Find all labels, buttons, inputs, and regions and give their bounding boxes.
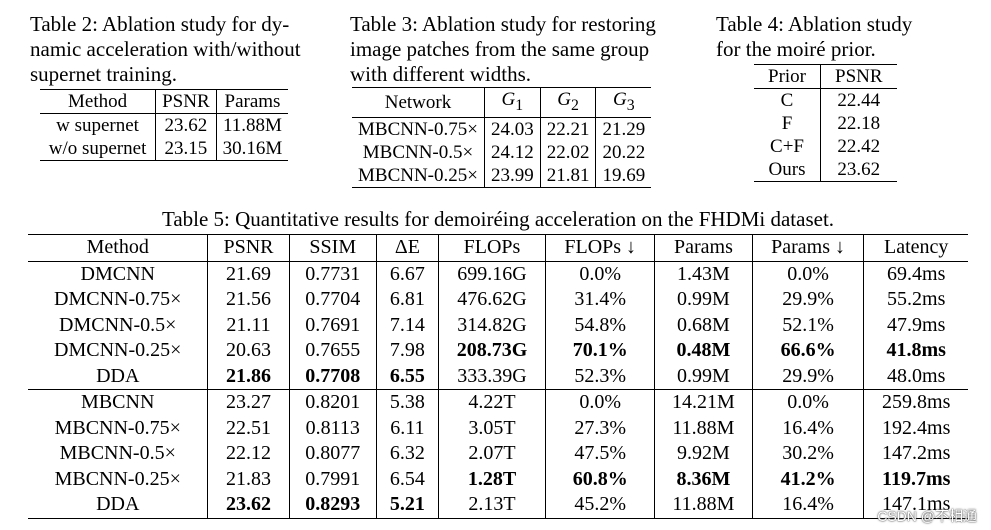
table-row: C+F 22.42 xyxy=(754,135,897,158)
table-row: DDA 23.62 0.8293 5.21 2.13T 45.2% 11.88M 16.4% 1… xyxy=(28,492,968,519)
table-row: Ours 23.62 xyxy=(754,158,897,182)
table4: Prior PSNR C 22.44 F 22.18 C+F 22.42 Our… xyxy=(754,64,897,182)
table-row: MBCNN-0.25× 23.99 21.81 19.69 xyxy=(352,163,652,188)
table2-caption: Table 2: Ablation study for dy- namic ac… xyxy=(30,12,301,86)
table3-header-g2: G2 xyxy=(540,87,597,118)
table3-header-g3: G3 xyxy=(595,87,652,118)
table-row: w supernet 23.62 11.88M xyxy=(40,113,288,137)
table-row: MBCNN-0.75× 24.03 22.21 21.29 xyxy=(352,117,651,141)
table5-caption: Table 5: Quantitative results for demoir… xyxy=(161,207,835,231)
table5-header-latency: Latency xyxy=(863,234,968,262)
table4-header-psnr: PSNR xyxy=(820,64,897,89)
table-row: MBCNN-0.25× 21.83 0.7991 6.54 1.28T 60.8% 8.36… xyxy=(28,466,968,492)
table-row: DMCNN 21.69 0.7731 6.67 699.16G 0.0% 1.43M 0.0%… xyxy=(28,261,968,287)
table5-header-delta-e: ΔE xyxy=(376,234,439,262)
table5-header-psnr: PSNR xyxy=(207,234,290,262)
table-row: MBCNN-0.5× 24.12 22.02 20.22 xyxy=(352,140,651,164)
table-row: DMCNN-0.25× 20.63 0.7655 7.98 208.73G 70.1% 0.… xyxy=(28,338,968,364)
table5-header-params-reduction: Params ↓ xyxy=(752,234,865,262)
table-row: DDA 21.86 0.7708 6.55 333.39G 52.3% 0.99M 29.9%… xyxy=(28,363,968,390)
table5-header-flops: FLOPs xyxy=(438,234,547,262)
table3-caption: Table 3: Ablation study for restoring im… xyxy=(350,12,656,86)
table2: Method PSNR Params w supernet 23.62 11.8… xyxy=(40,89,289,161)
table3-header-g1: G1 xyxy=(484,87,541,118)
table5-header-params: Params xyxy=(654,234,753,262)
table4-caption: Table 4: Ablation study for the moiré pr… xyxy=(716,12,913,61)
table2-header-method: Method xyxy=(40,89,157,114)
table4-block: Table 4: Ablation study for the moiré pr… xyxy=(716,12,976,182)
watermark: CSDN @不相通 xyxy=(877,508,977,524)
table-row: F 22.18 xyxy=(754,112,897,135)
table-row: w/o supernet 23.15 30.16M xyxy=(40,137,289,161)
table-row: DMCNN-0.5× 21.11 0.7691 7.14 314.82G 54.8% 0.6… xyxy=(28,312,968,338)
table2-block: Table 2: Ablation study for dy- namic ac… xyxy=(30,12,340,161)
table-row: C 22.44 xyxy=(754,88,897,112)
table4-header-prior: Prior xyxy=(754,64,821,89)
table-row: MBCNN 23.27 0.8201 5.38 4.22T 0.0% 14.21M 0.0% 2… xyxy=(28,389,968,416)
table5-block: Table 5: Quantitative results for demoir… xyxy=(28,207,968,519)
table5-header-flops-reduction: FLOPs ↓ xyxy=(545,234,656,262)
table-row: DMCNN-0.75× 21.56 0.7704 6.81 476.62G 31.4% 0.… xyxy=(28,287,968,313)
table5: Method PSNR SSIM ΔE FLOPs FLOPs ↓ Params Params… xyxy=(28,234,968,519)
table3-header-network: Network xyxy=(352,87,485,118)
table5-header-ssim: SSIM xyxy=(289,234,378,262)
table3: Network G1 G2 G3 MBCNN-0.75× 24.03 22.21… xyxy=(352,87,652,188)
table-row: MBCNN-0.75× 22.51 0.8113 6.11 3.05T 27.3% 11.8… xyxy=(28,415,968,441)
table5-header-method: Method xyxy=(28,234,209,262)
table2-header-psnr: PSNR xyxy=(155,89,217,114)
table-row: MBCNN-0.5× 22.12 0.8077 6.32 2.07T 47.5% 9.92M… xyxy=(28,441,968,467)
table2-header-params: Params xyxy=(216,89,289,114)
table3-block: Table 3: Ablation study for restoring im… xyxy=(350,12,710,188)
